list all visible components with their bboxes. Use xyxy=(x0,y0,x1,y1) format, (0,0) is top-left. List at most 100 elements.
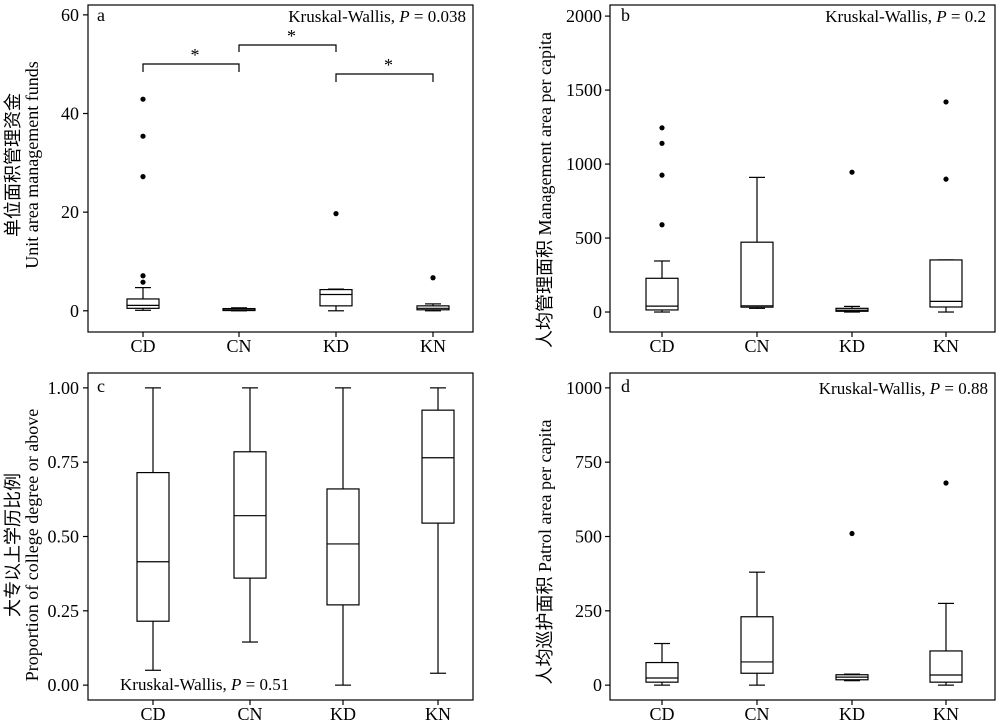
x-tick-label: CN xyxy=(744,704,769,723)
interquartile-box xyxy=(326,488,360,606)
y-tick-label: 0.50 xyxy=(48,527,80,547)
outlier-point xyxy=(659,172,665,178)
x-tick-label: KN xyxy=(933,704,959,723)
box-kn xyxy=(929,480,963,686)
y-tick-label: 1000 xyxy=(566,378,602,398)
plot-marks: 0.00 0.25 0.50 0.75 1.00 CD CN KD KN xyxy=(48,378,455,723)
significance-star: * xyxy=(287,26,296,46)
p-value: = 0.2 xyxy=(951,7,986,26)
box-kn xyxy=(929,99,963,313)
interquartile-box xyxy=(740,616,774,674)
y-tick-label: 0 xyxy=(70,301,79,321)
x-tick-label: KN xyxy=(933,336,959,356)
plot-frame xyxy=(87,372,474,701)
kruskal-wallis-annotation: Kruskal-Wallis, P = 0.2 xyxy=(825,7,986,26)
interquartile-box xyxy=(319,288,353,307)
outlier-point xyxy=(943,176,949,182)
y-tick-label: 500 xyxy=(575,228,602,248)
x-tick-label: CN xyxy=(744,336,769,356)
y-tick-label: 1000 xyxy=(566,154,602,174)
p-value: = 0.88 xyxy=(944,379,988,398)
y-tick-label: 0 xyxy=(593,302,602,322)
outlier-point xyxy=(849,530,855,537)
box-cd xyxy=(645,642,679,686)
y-tick-label: 60 xyxy=(61,5,79,25)
y-tick-label: 750 xyxy=(575,452,602,472)
plot-marks: 0 250 500 750 1000 CD CN KD KN xyxy=(566,378,963,723)
box-kn xyxy=(421,387,455,674)
panel-letter: d xyxy=(621,376,630,396)
kruskal-wallis-annotation: Kruskal-Wallis, P = 0.51 xyxy=(120,675,289,694)
outlier-point xyxy=(659,222,665,228)
p-value: = 0.51 xyxy=(246,675,290,694)
test-name: Kruskal-Wallis, xyxy=(120,675,227,694)
y-tick-label: 1.00 xyxy=(48,378,80,398)
interquartile-box xyxy=(929,259,963,308)
x-tick-label: CD xyxy=(649,704,674,723)
outlier-point xyxy=(140,273,146,279)
interquartile-box xyxy=(136,471,170,622)
y-tick-label: 0 xyxy=(593,675,602,695)
outlier-point xyxy=(943,480,949,486)
significance-bracket xyxy=(335,73,434,82)
y-tick-label: 40 xyxy=(61,104,79,124)
outlier-point xyxy=(943,99,949,105)
y-axis-label-cn: 大专以上学历比例 xyxy=(3,473,23,617)
kruskal-wallis-annotation: Kruskal-Wallis, P = 0.88 xyxy=(819,379,988,398)
outlier-point xyxy=(333,211,339,217)
y-tick-label: 1500 xyxy=(566,80,602,100)
test-name: Kruskal-Wallis, xyxy=(825,7,932,26)
x-tick-label: KN xyxy=(420,336,446,356)
interquartile-box xyxy=(645,277,679,311)
significance-bracket xyxy=(142,63,240,72)
panel-b: 0 500 1000 1500 2000 CD CN KD KN b 人均管理面积 Manage… xyxy=(535,4,996,356)
x-tick-label: CD xyxy=(140,704,165,723)
outlier-point xyxy=(140,133,146,139)
y-tick-label: 250 xyxy=(575,601,602,621)
x-tick-label: KD xyxy=(839,336,865,356)
box-cd xyxy=(126,96,160,311)
box-cd xyxy=(136,387,170,671)
panel-d: 0 250 500 750 1000 CD CN KD KN d 人均巡护面积 Patrol a… xyxy=(535,372,996,723)
plot-frame xyxy=(609,372,996,701)
panel-a: 0 20 40 60 CD CN KD KN * * * a 单位面积管理资金 Unit area … xyxy=(3,4,474,356)
plot-frame xyxy=(609,4,996,333)
outlier-point xyxy=(140,174,146,180)
y-axis-label: 人均巡护面积 Patrol area per capita xyxy=(535,420,555,685)
box-cn xyxy=(222,307,256,312)
box-cn xyxy=(740,571,774,686)
panel-letter: b xyxy=(621,5,630,25)
x-tick-label: KN xyxy=(425,704,451,723)
x-tick-label: CN xyxy=(226,336,251,356)
y-axis-label-cn: 单位面积管理资金 xyxy=(3,93,23,237)
x-tick-label: CD xyxy=(130,336,155,356)
y-tick-label: 20 xyxy=(61,202,79,222)
interquartile-box xyxy=(929,650,963,683)
p-symbol: P xyxy=(398,7,409,26)
interquartile-box xyxy=(645,661,679,683)
interquartile-box xyxy=(126,298,160,309)
x-tick-label: KD xyxy=(330,704,356,723)
x-tick-label: KD xyxy=(323,336,349,356)
significance-star: * xyxy=(384,55,393,75)
box-cd xyxy=(645,125,679,313)
outlier-point xyxy=(430,275,436,281)
plot-marks: 0 20 40 60 CD CN KD KN * * * xyxy=(61,5,450,356)
plot-frame xyxy=(87,4,474,333)
p-symbol: P xyxy=(935,7,946,26)
outlier-point xyxy=(140,279,146,285)
outlier-point xyxy=(849,169,855,175)
kruskal-wallis-annotation: Kruskal-Wallis, P = 0.038 xyxy=(288,7,466,26)
panel-letter: a xyxy=(97,5,105,25)
y-axis-label-en: Unit area management funds xyxy=(22,61,42,268)
y-axis-label-en: Proportion of college degree or above xyxy=(22,409,42,681)
p-symbol: P xyxy=(929,379,940,398)
box-kd xyxy=(835,530,869,682)
y-tick-label: 500 xyxy=(575,527,602,547)
outlier-point xyxy=(659,125,665,131)
box-kn xyxy=(416,275,450,312)
interquartile-box xyxy=(233,451,267,579)
panel-letter: c xyxy=(97,376,105,396)
